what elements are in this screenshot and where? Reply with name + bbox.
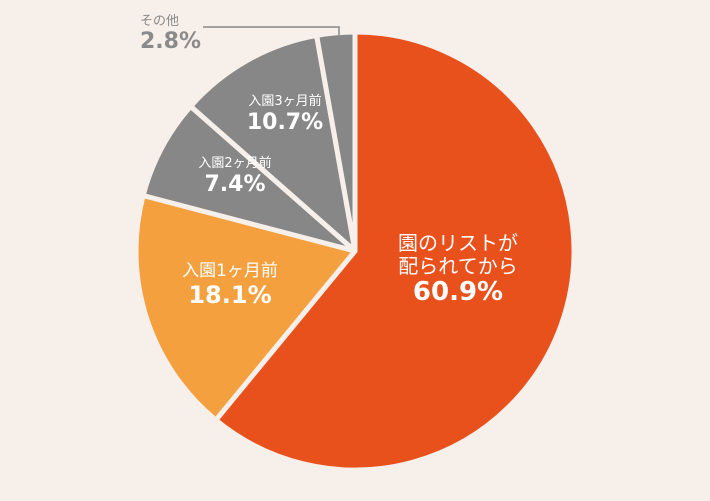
pie-slice: [314, 29, 358, 254]
slice-label-2month: 入園2ヶ月前 7.4%: [198, 156, 272, 197]
slice-label-1month: 入園1ヶ月前 18.1%: [182, 261, 278, 309]
slice-label-other: その他 2.8%: [140, 14, 202, 54]
pie-slice: [133, 192, 358, 423]
pie-slice: [188, 32, 358, 254]
slice-label-list: 園のリストが 配られてから 60.9%: [398, 231, 518, 307]
slice-label-3month: 入園3ヶ月前 10.7%: [246, 94, 324, 135]
leader-line: [203, 26, 340, 35]
pie-slice: [213, 29, 577, 473]
